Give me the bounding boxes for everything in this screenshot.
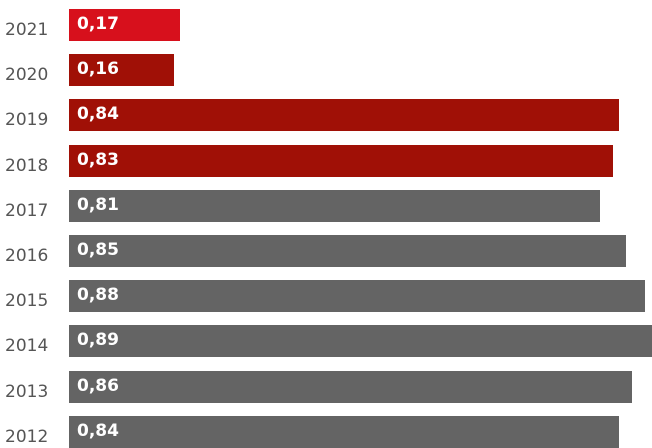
category-label: 2013 [5,382,49,402]
bar-row-2013: 2013 0,86 [0,371,652,403]
category-label: 2017 [5,201,49,221]
bar-2021: 0,17 [69,9,180,41]
bar-row-2021: 2021 0,17 [0,9,652,41]
bar-2020: 0,16 [69,54,174,86]
bar-2019: 0,84 [69,99,619,131]
bar-2013: 0,86 [69,371,632,403]
category-label: 2018 [5,156,49,176]
bar-2012: 0,84 [69,416,619,448]
bar-row-2019: 2019 0,84 [0,99,652,131]
category-label: 2019 [5,110,49,130]
data-label: 0,84 [77,421,119,441]
bar-2014: 0,89 [69,325,652,357]
bar-2018: 0,83 [69,145,613,177]
data-label: 0,88 [77,285,119,305]
data-label: 0,84 [77,104,119,124]
bar-2017: 0,81 [69,190,600,222]
bar-2015: 0,88 [69,280,645,312]
category-label: 2015 [5,291,49,311]
category-label: 2016 [5,246,49,266]
bar-row-2012: 2012 0,84 [0,416,652,448]
category-label: 2020 [5,65,49,85]
bar-row-2014: 2014 0,89 [0,325,652,357]
data-label: 0,83 [77,150,119,170]
category-label: 2021 [5,20,49,40]
category-label: 2012 [5,427,49,447]
bar-row-2018: 2018 0,83 [0,145,652,177]
bar-row-2017: 2017 0,81 [0,190,652,222]
data-label: 0,86 [77,376,119,396]
bar-row-2020: 2020 0,16 [0,54,652,86]
category-label: 2014 [5,336,49,356]
data-label: 0,89 [77,330,119,350]
data-label: 0,16 [77,59,119,79]
data-label: 0,17 [77,14,119,34]
data-label: 0,85 [77,240,119,260]
bar-row-2015: 2015 0,88 [0,280,652,312]
data-label: 0,81 [77,195,119,215]
bar-2016: 0,85 [69,235,626,267]
bar-row-2016: 2016 0,85 [0,235,652,267]
